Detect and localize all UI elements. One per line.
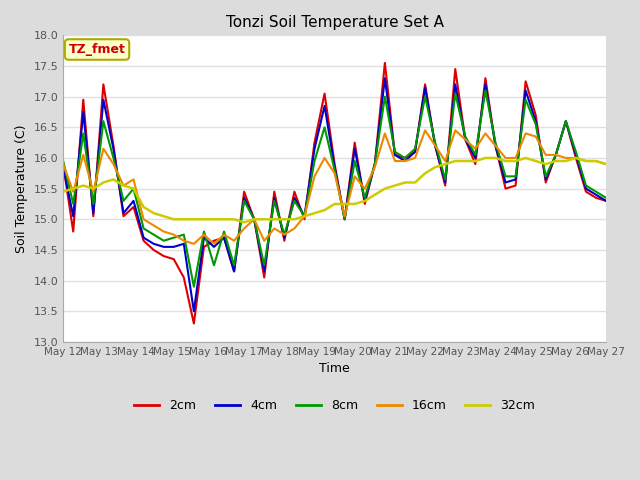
32cm: [60, 189, 67, 194]
32cm: [562, 158, 570, 164]
8cm: [602, 195, 610, 201]
Text: TZ_fmet: TZ_fmet: [68, 43, 125, 56]
2cm: [160, 253, 168, 259]
8cm: [481, 88, 489, 94]
4cm: [160, 244, 168, 250]
16cm: [200, 232, 208, 238]
32cm: [190, 216, 198, 222]
32cm: [481, 155, 489, 161]
8cm: [592, 189, 600, 194]
8cm: [190, 284, 198, 289]
16cm: [190, 241, 198, 247]
Line: 2cm: 2cm: [63, 63, 606, 324]
2cm: [200, 244, 208, 250]
4cm: [120, 210, 127, 216]
4cm: [271, 195, 278, 201]
32cm: [271, 216, 278, 222]
8cm: [200, 228, 208, 234]
4cm: [60, 164, 67, 170]
Line: 32cm: 32cm: [63, 158, 606, 222]
Line: 8cm: 8cm: [63, 91, 606, 287]
8cm: [60, 158, 67, 164]
32cm: [120, 183, 127, 189]
4cm: [200, 235, 208, 240]
8cm: [562, 118, 570, 124]
4cm: [190, 308, 198, 314]
Y-axis label: Soil Temperature (C): Soil Temperature (C): [15, 124, 28, 253]
32cm: [602, 161, 610, 167]
2cm: [60, 161, 67, 167]
Title: Tonzi Soil Temperature Set A: Tonzi Soil Temperature Set A: [226, 15, 444, 30]
2cm: [190, 321, 198, 326]
X-axis label: Time: Time: [319, 362, 350, 375]
16cm: [602, 161, 610, 167]
8cm: [160, 238, 168, 244]
16cm: [60, 161, 67, 167]
4cm: [381, 75, 388, 81]
8cm: [120, 198, 127, 204]
2cm: [381, 60, 388, 66]
2cm: [592, 195, 600, 201]
2cm: [562, 118, 570, 124]
Line: 16cm: 16cm: [63, 131, 606, 244]
32cm: [592, 158, 600, 164]
4cm: [562, 118, 570, 124]
Line: 4cm: 4cm: [63, 78, 606, 311]
16cm: [562, 155, 570, 161]
16cm: [271, 226, 278, 231]
4cm: [592, 192, 600, 198]
2cm: [602, 198, 610, 204]
16cm: [160, 228, 168, 234]
16cm: [120, 183, 127, 189]
4cm: [602, 198, 610, 204]
8cm: [271, 198, 278, 204]
32cm: [240, 219, 248, 225]
16cm: [592, 158, 600, 164]
Legend: 2cm, 4cm, 8cm, 16cm, 32cm: 2cm, 4cm, 8cm, 16cm, 32cm: [129, 394, 540, 417]
32cm: [160, 213, 168, 219]
2cm: [271, 189, 278, 194]
16cm: [421, 128, 429, 133]
2cm: [120, 213, 127, 219]
